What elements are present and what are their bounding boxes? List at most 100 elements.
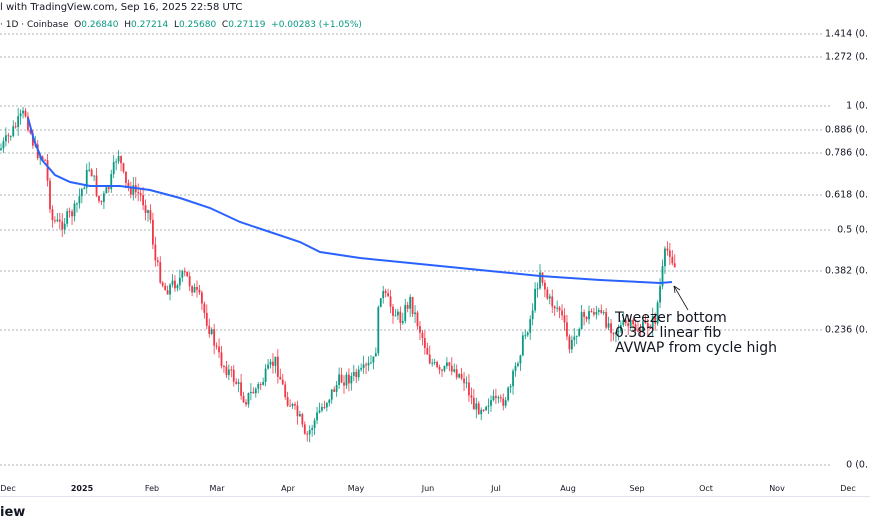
candle	[321, 407, 323, 411]
candle	[548, 296, 551, 299]
time-axis-label: Sep	[629, 484, 645, 493]
candle	[90, 169, 93, 177]
candle	[73, 203, 76, 217]
candle	[517, 363, 519, 366]
candle	[534, 288, 536, 311]
candle	[107, 187, 110, 190]
candle	[460, 373, 463, 379]
candle	[98, 195, 100, 201]
candle	[585, 316, 588, 320]
time-axis-label: Oct	[699, 484, 713, 493]
candle	[318, 410, 321, 413]
candle	[156, 260, 159, 263]
candle	[504, 400, 507, 406]
candle	[551, 296, 554, 307]
candle	[642, 321, 644, 332]
candle	[46, 160, 49, 181]
open-label: O	[74, 20, 82, 30]
candle	[247, 392, 250, 405]
candle	[154, 244, 157, 261]
candle	[409, 296, 412, 309]
candle	[397, 311, 399, 316]
candle	[279, 376, 282, 380]
candle	[421, 332, 424, 339]
candle	[328, 399, 331, 403]
candle	[360, 368, 363, 370]
candle	[254, 388, 257, 394]
candle	[29, 130, 32, 134]
candle	[436, 362, 438, 368]
candle	[122, 163, 125, 172]
candle	[487, 405, 490, 407]
candle	[259, 384, 262, 386]
candle	[372, 356, 375, 363]
close-label: C	[221, 20, 229, 30]
candle	[463, 378, 465, 384]
candle	[215, 345, 218, 347]
low-value: 0.25680	[178, 20, 217, 30]
candle	[164, 285, 167, 291]
candle	[490, 400, 492, 406]
price-chart[interactable]	[0, 0, 870, 480]
candle	[291, 404, 294, 407]
candle	[575, 335, 578, 337]
candle	[661, 266, 664, 287]
time-axis-label: Dec	[840, 484, 856, 493]
candle	[507, 387, 510, 401]
candle	[132, 185, 135, 195]
candle	[568, 336, 571, 350]
candle	[308, 430, 311, 435]
candle	[44, 159, 46, 161]
annotation-arrow	[673, 285, 689, 311]
candle	[441, 369, 443, 371]
candle	[453, 369, 456, 372]
candle	[205, 312, 208, 326]
candle	[139, 193, 142, 196]
time-axis-label: Nov	[769, 484, 785, 493]
candle	[296, 405, 299, 417]
candle	[152, 219, 154, 245]
candle	[458, 373, 461, 378]
candle	[455, 369, 458, 378]
candle	[250, 391, 252, 393]
candle	[257, 384, 260, 389]
candle	[573, 336, 576, 340]
time-axis[interactable]: Dec 2025 Feb Mar Apr May Jun Jul Aug Sep Oct Nov Dec	[0, 480, 870, 497]
candle	[169, 284, 171, 295]
candle	[355, 371, 358, 378]
candle	[166, 290, 169, 295]
candle	[281, 379, 284, 385]
candle	[624, 320, 627, 324]
candle	[105, 187, 108, 194]
fib-level-label: 0 (0.	[843, 459, 868, 471]
candle	[223, 366, 225, 368]
candle	[41, 156, 44, 160]
candle	[588, 311, 590, 320]
candle	[531, 310, 534, 320]
candle	[181, 271, 184, 278]
candle	[147, 210, 149, 213]
candle	[610, 323, 612, 333]
candle	[465, 382, 468, 384]
candle	[649, 328, 652, 330]
candle	[495, 396, 497, 398]
time-axis-label: Dec	[0, 484, 16, 493]
candle	[191, 286, 193, 293]
candle	[306, 433, 309, 435]
candle	[605, 312, 608, 328]
candle	[12, 126, 15, 136]
candle	[218, 346, 220, 353]
candle	[88, 169, 91, 171]
fib-level-label: 1.414 (0.	[822, 28, 868, 40]
time-axis-label: Feb	[144, 484, 160, 493]
candle	[482, 409, 485, 411]
candle	[193, 287, 196, 293]
candle	[352, 371, 355, 376]
arrow-head-icon	[673, 285, 681, 294]
candle	[384, 290, 387, 294]
candle	[186, 271, 189, 277]
candle	[289, 405, 291, 407]
time-axis-label: Apr	[281, 484, 295, 493]
candle	[468, 382, 470, 396]
candle	[27, 116, 29, 131]
